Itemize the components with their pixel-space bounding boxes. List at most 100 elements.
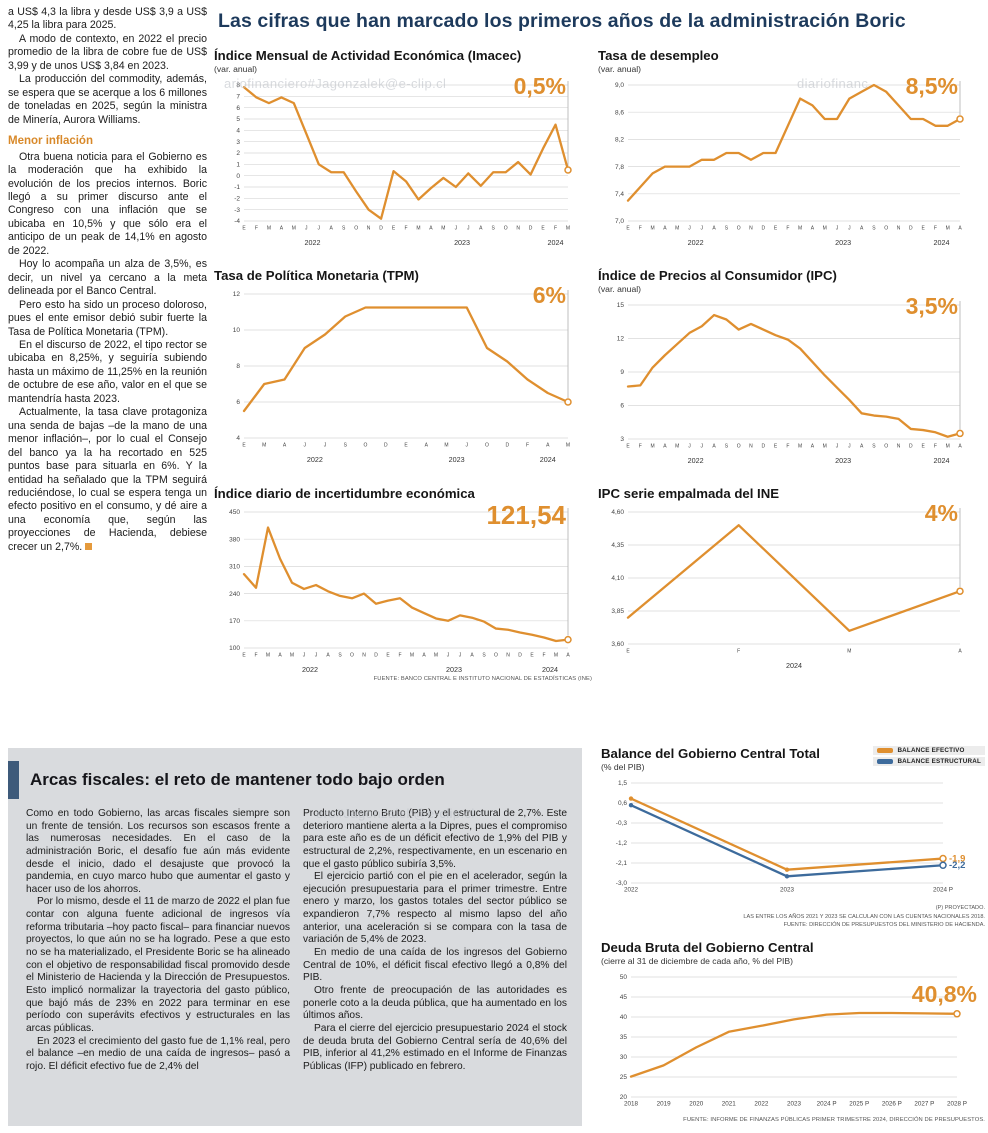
fiscal-box-columns: Como en todo Gobierno, las arcas fiscale… — [8, 808, 582, 1073]
svg-text:-2: -2 — [234, 196, 240, 203]
svg-text:M: M — [823, 226, 827, 232]
article-paragraph: Producto Interno Bruto (PIB) y el estruc… — [303, 808, 567, 870]
svg-text:A: A — [425, 443, 429, 449]
svg-text:2028 P: 2028 P — [947, 1101, 967, 1108]
legend-label: BALANCE EFECTIVO — [897, 747, 965, 754]
imacec-plot: 8 7 6 5 4 3 2 1 0 -1 -2 -3 -4 E F M A M J J A S O N D E F M A M J J A S O N… — [214, 75, 592, 252]
svg-text:D: D — [909, 226, 913, 232]
chart-subtitle: (cierre al 31 de diciembre de cada año, … — [601, 956, 794, 966]
chart-subtitle: (var. anual) — [214, 64, 257, 74]
chart-plot-area: 40,8% 50 45 40 35 30 25 20 2018 2019 2020 2021 2022… — [601, 967, 985, 1120]
svg-text:M: M — [675, 444, 679, 450]
svg-text:F: F — [934, 226, 937, 232]
svg-text:O: O — [504, 226, 508, 232]
svg-text:D: D — [529, 226, 533, 232]
svg-text:M: M — [292, 226, 296, 232]
svg-text:8: 8 — [236, 82, 240, 89]
svg-text:N: N — [367, 226, 371, 232]
svg-text:A: A — [278, 653, 282, 659]
svg-text:E: E — [774, 226, 778, 232]
svg-text:M: M — [798, 226, 802, 232]
desempleo-chart: Tasa de desempleo (var. anual) 8,5% 9,0 8… — [598, 48, 984, 252]
svg-text:7,0: 7,0 — [615, 218, 624, 225]
svg-text:2024: 2024 — [934, 456, 950, 465]
svg-text:D: D — [505, 443, 509, 449]
svg-text:M: M — [847, 649, 851, 655]
svg-text:170: 170 — [229, 618, 240, 625]
svg-text:J: J — [447, 653, 450, 659]
svg-text:M: M — [262, 443, 266, 449]
svg-text:6: 6 — [236, 105, 240, 112]
svg-text:S: S — [342, 226, 346, 232]
svg-text:8,2: 8,2 — [615, 137, 624, 144]
svg-text:2023: 2023 — [787, 1101, 802, 1108]
svg-text:-0,3: -0,3 — [616, 820, 628, 827]
svg-text:E: E — [626, 444, 630, 450]
svg-text:E: E — [242, 443, 246, 449]
svg-text:5: 5 — [236, 116, 240, 123]
svg-text:J: J — [315, 653, 318, 659]
article-paragraph: Actualmente, la tasa clave protagoniza u… — [8, 406, 207, 554]
svg-text:3,60: 3,60 — [611, 641, 624, 648]
svg-text:F: F — [934, 444, 937, 450]
svg-text:A: A — [479, 226, 483, 232]
efectivo-swatch-icon — [877, 748, 894, 753]
ipc-empalmada-chart: IPC serie empalmada del INE 4% 4,60 4,35 4… — [598, 486, 984, 682]
svg-text:2023: 2023 — [446, 665, 462, 674]
chart-subtitle: (var. anual) — [598, 64, 641, 74]
svg-text:A: A — [566, 653, 570, 659]
svg-text:0,6: 0,6 — [618, 800, 627, 807]
svg-text:2022: 2022 — [307, 455, 323, 464]
svg-text:3,85: 3,85 — [611, 608, 624, 615]
article-paragraph: En el discurso de 2022, el tipo rector s… — [8, 339, 207, 405]
chart-svg: 9,08,68,27,87,47,0E F M A M J J A S O N D E F M A M J J A S O… — [615, 81, 964, 247]
svg-text:A: A — [330, 226, 334, 232]
svg-text:A: A — [546, 443, 550, 449]
svg-text:2019: 2019 — [657, 1101, 672, 1108]
svg-text:D: D — [761, 444, 765, 450]
svg-text:O: O — [884, 226, 888, 232]
svg-text:F: F — [398, 653, 401, 659]
article-paragraph: Otra buena noticia para el Gobierno es l… — [8, 150, 207, 257]
svg-text:F: F — [255, 226, 258, 232]
svg-text:4,60: 4,60 — [611, 509, 624, 516]
svg-text:O: O — [364, 443, 368, 449]
svg-text:2024: 2024 — [786, 661, 802, 670]
ipc-plot: 15 12 9 6 3 E F M A M J J A S O N D E F M A M J J A S O N D E F M A 2022 2… — [598, 295, 984, 470]
svg-text:8,6: 8,6 — [615, 109, 624, 116]
svg-text:M: M — [444, 443, 448, 449]
svg-text:S: S — [492, 226, 496, 232]
chart-plot-area: 121,54 450 380 310 240 170 100 E F M A M J J A S O N D E F M… — [214, 500, 592, 679]
fiscal-box-header: Arcas fiscales: el reto de mantener todo… — [8, 748, 582, 808]
svg-text:A: A — [958, 444, 962, 450]
svg-text:J: J — [466, 443, 469, 449]
svg-text:A: A — [860, 226, 864, 232]
svg-text:A: A — [326, 653, 330, 659]
svg-text:3: 3 — [236, 139, 240, 146]
svg-text:2023: 2023 — [835, 456, 851, 465]
svg-text:J: J — [848, 226, 851, 232]
svg-text:F: F — [786, 444, 789, 450]
svg-text:O: O — [884, 444, 888, 450]
note-line: (P) PROYECTADO. — [935, 905, 985, 911]
ipc-empalmada-plot: 4,60 4,35 4,10 3,85 3,60 E F M A 2024 — [598, 502, 984, 675]
svg-text:2024: 2024 — [934, 238, 950, 247]
svg-text:F: F — [542, 653, 545, 659]
article-paragraph: Hoy lo acompaña un alza de 3,5%, es deci… — [8, 258, 207, 298]
svg-text:E: E — [386, 653, 390, 659]
chart-plot-area: 3,5% 15 12 9 6 3 E F M A M J J A S O N D E F M A M J J A S O N D E F M A… — [598, 293, 984, 470]
svg-text:M: M — [441, 226, 445, 232]
svg-text:M: M — [266, 653, 270, 659]
svg-text:A: A — [958, 226, 962, 232]
svg-text:E: E — [921, 226, 925, 232]
chart-source: FUENTE: INFORME DE FINANZAS PÚBLICAS PRI… — [683, 1117, 985, 1123]
article-paragraph: Otro frente de preocupación de las autor… — [303, 984, 567, 1022]
svg-text:4,35: 4,35 — [611, 542, 624, 549]
svg-text:O: O — [737, 226, 741, 232]
svg-text:D: D — [909, 444, 913, 450]
svg-text:O: O — [485, 443, 489, 449]
svg-text:2024: 2024 — [548, 238, 564, 247]
svg-text:E: E — [626, 226, 630, 232]
svg-text:S: S — [872, 444, 876, 450]
